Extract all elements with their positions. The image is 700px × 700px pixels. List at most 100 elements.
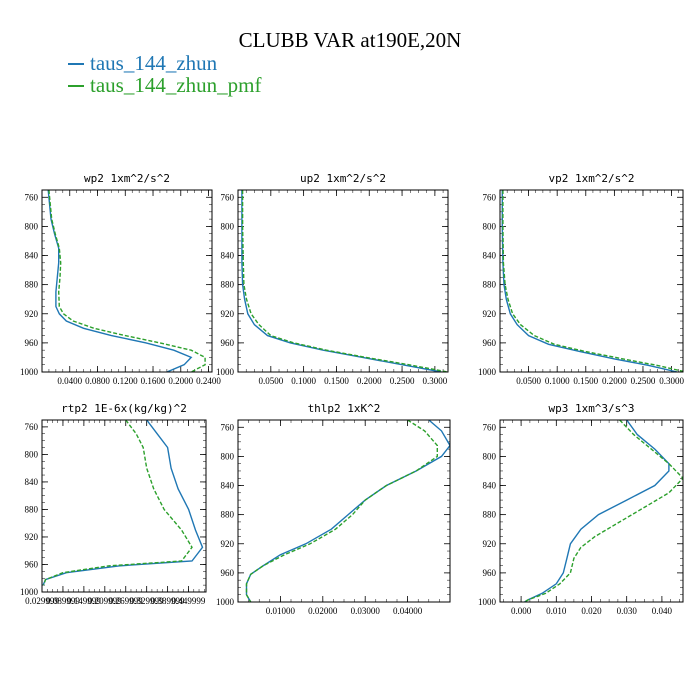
y-tick-label: 760 <box>25 422 39 432</box>
series-line-pmf <box>245 420 438 602</box>
x-tick-label: 0.389999 <box>151 596 185 606</box>
x-tick-label: 0.089999 <box>46 596 80 606</box>
series-line-pmf <box>502 190 683 372</box>
y-tick-label: 760 <box>25 192 39 202</box>
x-tick-label: 0.03000 <box>351 606 381 616</box>
y-tick-label: 1000 <box>20 367 39 377</box>
x-tick-label: 0.1000 <box>545 376 570 386</box>
x-tick-label: 0.2400 <box>196 376 221 386</box>
panel-4: rtp2 1E-6x(kg/kg)^2 760 800 840 880 920 960 100… <box>20 402 207 606</box>
y-tick-label: 920 <box>25 309 39 319</box>
y-tick-label: 800 <box>221 221 235 231</box>
series-line-pmf <box>524 420 683 602</box>
panel-2: up2 1xm^2/s^2 760 800 840 880 920 960 1000 0.050… <box>216 172 449 386</box>
panel-frame <box>41 189 213 373</box>
x-tick-label: 0.2000 <box>168 376 193 386</box>
series-line-zhun <box>42 420 204 586</box>
y-tick-label: 1000 <box>478 367 497 377</box>
y-tick-label: 840 <box>483 251 497 261</box>
x-tick-label: 0.1600 <box>141 376 166 386</box>
panel-title: up2 1xm^2/s^2 <box>300 172 386 185</box>
y-tick-label: 840 <box>483 481 497 491</box>
figure-title: CLUBB VAR at190E,20N <box>238 28 462 52</box>
y-tick-label: 880 <box>221 280 235 290</box>
x-tick-label: 0.04000 <box>393 606 423 616</box>
x-tick-label: 0.209999 <box>88 596 122 606</box>
panel-title: wp3 1xm^3/s^3 <box>548 402 634 415</box>
panel-title: wp2 1xm^2/s^2 <box>84 172 170 185</box>
y-tick-label: 840 <box>25 477 39 487</box>
x-tick-label: 0.2500 <box>631 376 656 386</box>
panel-1: wp2 1xm^2/s^2 760 800 840 880 920 960 1000 0.040… <box>20 172 221 386</box>
panel-6: wp3 1xm^3/s^3 760 800 840 880 920 960 1000 0.000… <box>478 402 684 616</box>
x-tick-label: 0.2500 <box>390 376 415 386</box>
y-tick-label: 960 <box>483 338 497 348</box>
y-tick-label: 800 <box>483 451 497 461</box>
panel-frame <box>499 189 684 373</box>
series-line-zhun <box>501 190 678 372</box>
x-tick-label: 0.02000 <box>308 606 338 616</box>
x-tick-label: 0.0500 <box>258 376 283 386</box>
y-tick-label: 1000 <box>216 367 235 377</box>
x-tick-label: 0.3000 <box>423 376 448 386</box>
x-tick-label: 0.2000 <box>357 376 382 386</box>
y-tick-label: 880 <box>221 510 235 520</box>
y-tick-label: 880 <box>483 510 497 520</box>
y-tick-label: 840 <box>221 251 235 261</box>
x-tick-label: 0.040 <box>652 606 673 616</box>
y-tick-label: 1000 <box>478 597 497 607</box>
x-tick-label: 0.000 <box>511 606 532 616</box>
x-tick-label: 0.1200 <box>113 376 138 386</box>
legend-swatch-1 <box>68 63 84 66</box>
y-tick-label: 760 <box>483 192 497 202</box>
y-tick-label: 960 <box>25 338 39 348</box>
series-line-zhun <box>524 420 670 602</box>
y-tick-label: 800 <box>483 221 497 231</box>
x-tick-label: 0.030 <box>617 606 638 616</box>
y-tick-label: 880 <box>483 280 497 290</box>
legend-label-2: taus_144_zhun_pmf <box>90 73 262 97</box>
legend-item-2: taus_144_zhun_pmf <box>68 74 261 96</box>
x-tick-label: 0.029999 <box>25 596 59 606</box>
x-tick-label: 0.020 <box>581 606 602 616</box>
y-tick-label: 880 <box>25 280 39 290</box>
panel-frame <box>41 419 207 593</box>
series-line-pmf <box>43 420 193 586</box>
panel-frame <box>237 419 451 603</box>
series-line-zhun <box>47 190 193 372</box>
panel-5: thlp2 1xK^2 760 800 840 880 920 960 1000 0.01000… <box>216 402 451 616</box>
y-tick-label: 800 <box>221 451 235 461</box>
legend-item-1: taus_144_zhun <box>68 52 217 74</box>
x-tick-label: 0.1500 <box>573 376 598 386</box>
y-tick-label: 920 <box>25 532 39 542</box>
x-tick-label: 0.269999 <box>109 596 143 606</box>
x-tick-label: 0.1000 <box>291 376 316 386</box>
y-tick-label: 960 <box>483 568 497 578</box>
y-tick-label: 920 <box>221 539 235 549</box>
panel-3: vp2 1xm^2/s^2 760 800 840 880 920 960 1000 0.050… <box>478 172 684 386</box>
panel-title: rtp2 1E-6x(kg/kg)^2 <box>61 402 187 415</box>
x-tick-label: 0.010 <box>546 606 567 616</box>
y-tick-label: 920 <box>483 539 497 549</box>
x-tick-label: 0.449999 <box>172 596 206 606</box>
y-tick-label: 760 <box>483 422 497 432</box>
x-tick-label: 0.0800 <box>85 376 110 386</box>
x-tick-label: 0.149999 <box>67 596 101 606</box>
x-tick-label: 0.3000 <box>659 376 684 386</box>
y-tick-label: 840 <box>221 481 235 491</box>
y-tick-label: 1000 <box>216 597 235 607</box>
y-tick-label: 840 <box>25 251 39 261</box>
y-tick-label: 920 <box>221 309 235 319</box>
panel-title: thlp2 1xK^2 <box>308 402 381 415</box>
series-line-pmf <box>241 190 448 372</box>
x-tick-label: 0.2000 <box>602 376 627 386</box>
y-tick-label: 760 <box>221 192 235 202</box>
x-tick-label: 0.1500 <box>324 376 349 386</box>
x-tick-label: 0.0500 <box>516 376 541 386</box>
y-tick-label: 800 <box>25 221 39 231</box>
x-tick-label: 0.0400 <box>57 376 82 386</box>
y-tick-label: 960 <box>221 568 235 578</box>
y-tick-label: 1000 <box>20 587 39 597</box>
y-tick-label: 960 <box>221 338 235 348</box>
